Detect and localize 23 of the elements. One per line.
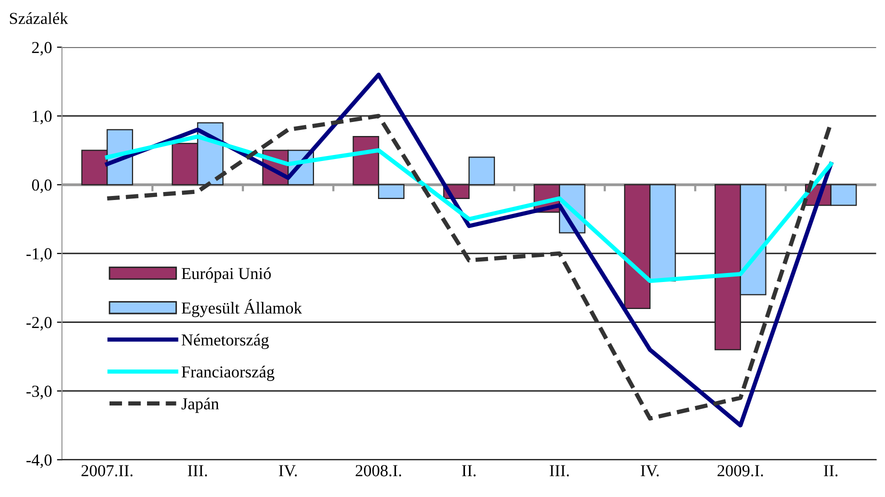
legend-label: Japán bbox=[182, 398, 219, 413]
legend-label: Franciaország bbox=[182, 366, 274, 381]
line-series bbox=[105, 134, 833, 284]
x-tick-label: II. bbox=[824, 465, 838, 476]
legend-label: Egyesült Államok bbox=[182, 299, 302, 318]
y-tick-label: -1,0 bbox=[26, 248, 52, 262]
x-tick-label: 2008.I. bbox=[356, 465, 402, 476]
y-axis-title: Százalék bbox=[10, 12, 68, 24]
legend-label: Németország bbox=[182, 334, 269, 350]
x-tick-label: II. bbox=[462, 465, 476, 476]
y-tick-label: -2,0 bbox=[26, 316, 52, 331]
x-tick-label: III. bbox=[550, 465, 569, 476]
y-tick-label: 2,0 bbox=[32, 42, 52, 56]
legend-label: Európai Unió bbox=[182, 267, 271, 283]
x-tick-label: IV. bbox=[278, 465, 297, 476]
x-tick-label: III. bbox=[188, 465, 207, 476]
y-tick-label: -4,0 bbox=[26, 454, 52, 468]
y-tick-label: 1,0 bbox=[32, 110, 52, 124]
x-tick-label: 2009.I. bbox=[718, 465, 763, 476]
x-tick-label: 2007.II. bbox=[82, 465, 132, 476]
y-tick-label: -3,0 bbox=[26, 386, 52, 400]
y-tick-label: 0,0 bbox=[32, 179, 52, 194]
x-tick-label: IV. bbox=[640, 465, 659, 476]
